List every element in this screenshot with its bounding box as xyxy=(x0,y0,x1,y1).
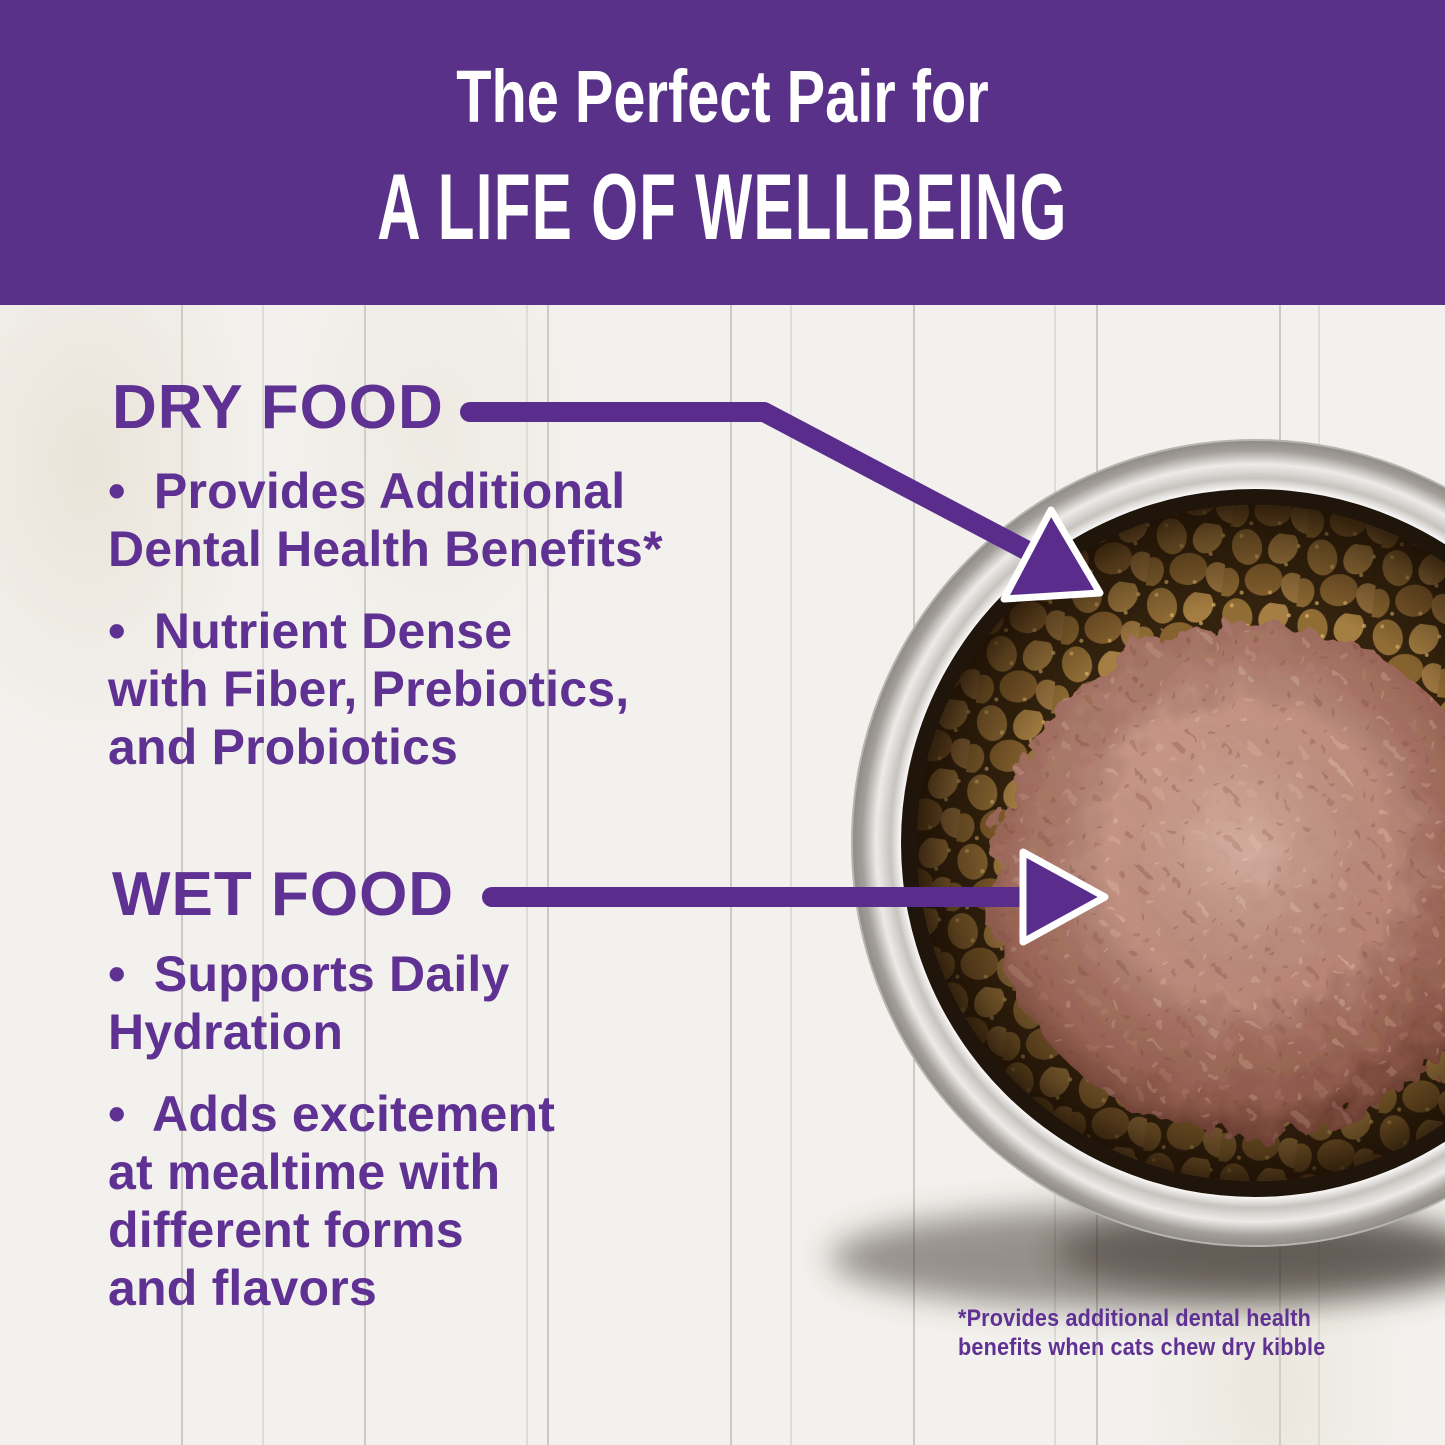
footnote: *Provides additional dental health benef… xyxy=(958,1305,1326,1361)
wet-food-bullets: • Supports Daily Hydration • Adds excite… xyxy=(108,945,888,1317)
dry-food-bullet: • Provides Additional Dental Health Bene… xyxy=(108,463,663,577)
dry-food-heading: DRY FOOD xyxy=(112,373,444,442)
header-banner: The Perfect Pair for A LIFE OF WELLBEING xyxy=(0,0,1445,305)
dry-food-bullet: • Nutrient Dense with Fiber, Prebiotics,… xyxy=(108,603,630,775)
dry-food-arrow-shaft xyxy=(460,402,1051,568)
dry-food-bullets: • Provides Additional Dental Health Bene… xyxy=(108,462,888,776)
wet-food-bullet: • Adds excitement at mealtime with diffe… xyxy=(108,1086,556,1316)
dry-food-arrow xyxy=(460,402,1104,603)
dry-food-arrowhead-icon xyxy=(1000,506,1104,603)
wet-food-arrow xyxy=(482,848,1109,946)
wet-food-bullet: • Supports Daily Hydration xyxy=(108,946,510,1060)
wet-food-mound xyxy=(992,622,1445,1138)
wet-food-arrowhead-icon xyxy=(1019,848,1109,946)
wet-food-heading: WET FOOD xyxy=(112,860,455,929)
header-line1: The Perfect Pair for xyxy=(456,55,989,138)
header-line2: A LIFE OF WELLBEING xyxy=(377,154,1068,259)
